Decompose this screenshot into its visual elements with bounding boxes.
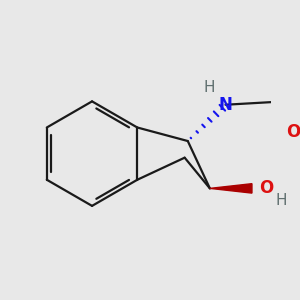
Text: O: O	[259, 179, 274, 197]
Text: H: H	[275, 193, 287, 208]
Text: H: H	[204, 80, 215, 95]
Polygon shape	[210, 184, 252, 193]
Text: O: O	[286, 123, 300, 141]
Text: N: N	[219, 96, 232, 114]
